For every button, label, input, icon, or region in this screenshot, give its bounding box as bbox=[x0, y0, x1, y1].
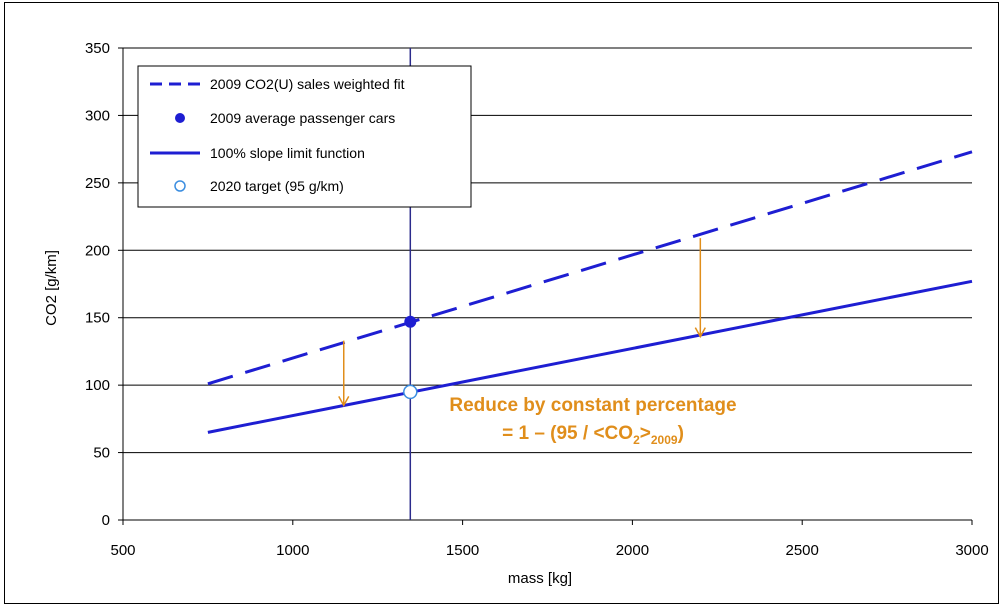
x-axis-title: mass [kg] bbox=[508, 570, 572, 587]
x-tick-label-1500: 1500 bbox=[446, 542, 479, 559]
point-2020-target bbox=[403, 384, 418, 400]
y-tick-label-0: 0 bbox=[102, 512, 110, 529]
legend-box bbox=[137, 65, 472, 208]
y-tick-label-150: 150 bbox=[85, 310, 110, 327]
annotation-line-2-mid: > bbox=[640, 423, 651, 444]
y-axis-ticks: 0 50 100 150 200 250 300 350 bbox=[85, 40, 123, 529]
legend-open-marker bbox=[174, 180, 186, 192]
legend-item-dashed-fit: 2009 CO2(U) sales weighted fit bbox=[150, 76, 405, 92]
legend-item-target: 2020 target (95 g/km) bbox=[174, 178, 344, 194]
plot-area bbox=[122, 48, 972, 521]
series-sales-weighted-fit bbox=[207, 150, 973, 386]
annotation-sub-2: 2009 bbox=[651, 433, 678, 447]
legend-label-1: 2009 CO2(U) sales weighted fit bbox=[210, 76, 405, 92]
y-tick-label-350: 350 bbox=[85, 40, 110, 57]
x-tick-label-2000: 2000 bbox=[616, 542, 649, 559]
legend-item-average-cars: 2009 average passenger cars bbox=[175, 110, 395, 126]
legend-label-2: 2009 average passenger cars bbox=[210, 110, 395, 126]
annotation-line-2: = 1 – (95 / <CO2>2009) bbox=[502, 423, 684, 447]
annotation-sub-1: 2 bbox=[633, 433, 640, 447]
y-tick-label-200: 200 bbox=[85, 242, 110, 259]
reduction-arrows bbox=[338, 238, 706, 407]
x-tick-label-3000: 3000 bbox=[955, 542, 988, 559]
y-tick-label-50: 50 bbox=[93, 445, 110, 462]
point-2009-average bbox=[404, 315, 417, 328]
legend: 2009 CO2(U) sales weighted fit 2009 aver… bbox=[137, 65, 472, 208]
series-slope-limit-function bbox=[207, 279, 973, 434]
arrow-head-1 bbox=[338, 396, 350, 407]
x-tick-label-1000: 1000 bbox=[276, 542, 309, 559]
x-tick-label-500: 500 bbox=[110, 542, 135, 559]
legend-label-3: 100% slope limit function bbox=[210, 145, 365, 161]
y-tick-label-300: 300 bbox=[85, 107, 110, 124]
legend-label-4: 2020 target (95 g/km) bbox=[210, 178, 344, 194]
legend-filled-marker bbox=[175, 113, 185, 123]
annotation-line-2-suffix: ) bbox=[678, 423, 684, 444]
annotation-line-1: Reduce by constant percentage bbox=[449, 395, 736, 416]
x-tick-label-2500: 2500 bbox=[786, 542, 819, 559]
y-axis-title: CO2 [g/km] bbox=[43, 250, 60, 326]
y-tick-label-250: 250 bbox=[85, 175, 110, 192]
legend-item-limit-function: 100% slope limit function bbox=[150, 145, 365, 161]
y-tick-label-100: 100 bbox=[85, 377, 110, 394]
arrow-head-2 bbox=[694, 327, 706, 339]
annotation-line-2-prefix: = 1 – (95 / <CO bbox=[502, 423, 633, 444]
x-axis-ticks: 500 1000 1500 2000 2500 3000 bbox=[110, 520, 989, 559]
